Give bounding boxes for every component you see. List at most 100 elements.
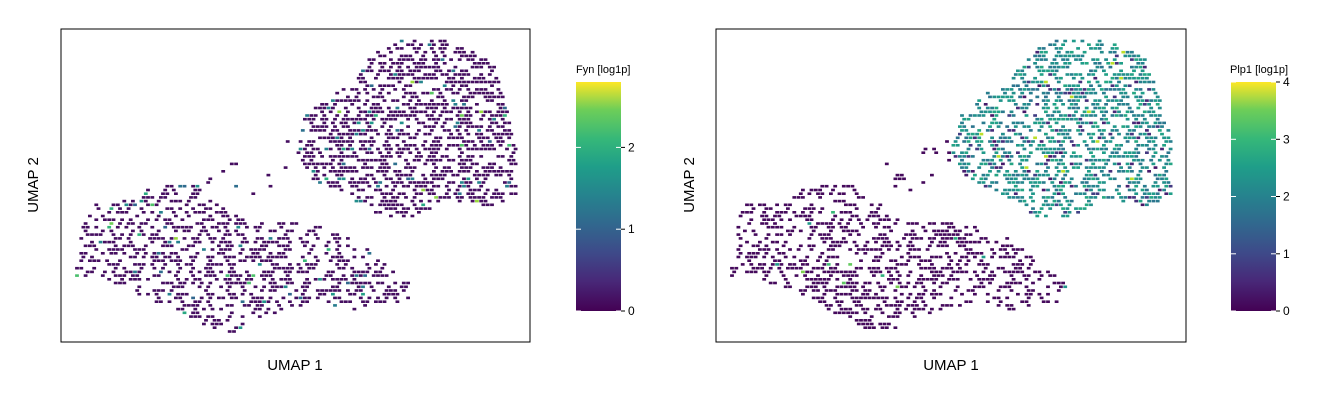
scatter-point	[1001, 266, 1005, 270]
scatter-point	[1056, 162, 1061, 166]
scatter-point	[1048, 155, 1053, 158]
scatter-point	[953, 155, 958, 158]
scatter-point	[891, 278, 896, 281]
scatter-point	[1011, 307, 1016, 311]
scatter-point	[1044, 103, 1048, 106]
scatter-point	[365, 151, 370, 154]
scatter-point	[1041, 91, 1046, 95]
scatter-point	[341, 266, 346, 270]
scatter-point	[850, 274, 855, 277]
scatter-point	[1149, 196, 1154, 199]
scatter-point	[507, 121, 512, 125]
scatter-point	[792, 263, 797, 266]
scatter-point	[1052, 110, 1057, 114]
scatter-point	[300, 300, 305, 303]
scatter-point	[174, 274, 178, 277]
scatter-point	[1157, 99, 1162, 102]
scatter-point	[878, 203, 883, 207]
scatter-point	[513, 147, 518, 151]
scatter-point	[1001, 155, 1005, 158]
scatter-point	[371, 289, 376, 292]
scatter-point	[1067, 62, 1072, 65]
scatter-point	[934, 278, 939, 281]
scatter-point	[854, 229, 859, 233]
scatter-point	[498, 136, 503, 140]
scatter-point	[798, 214, 803, 218]
scatter-point	[242, 222, 247, 225]
scatter-point	[339, 188, 344, 192]
scatter-point	[1039, 117, 1044, 121]
scatter-point	[165, 192, 170, 195]
scatter-point	[936, 274, 941, 277]
scatter-point	[176, 285, 180, 289]
scatter-point	[174, 199, 178, 203]
scatter-point	[1108, 140, 1113, 143]
scatter-point	[1018, 132, 1022, 136]
scatter-point	[1117, 147, 1121, 151]
scatter-point	[1138, 58, 1143, 61]
scatter-point	[391, 76, 395, 80]
scatter-point	[374, 114, 378, 117]
scatter-point	[1052, 140, 1057, 143]
scatter-point	[878, 322, 883, 326]
scatter-point	[1089, 114, 1093, 117]
scatter-point	[1052, 117, 1057, 121]
scatter-point	[820, 237, 825, 240]
scatter-point	[266, 270, 271, 274]
scatter-point	[414, 110, 419, 114]
scatter-point	[393, 110, 398, 114]
scatter-point	[994, 114, 999, 117]
scatter-point	[1039, 125, 1044, 128]
scatter-point	[798, 266, 803, 270]
scatter-point	[966, 162, 971, 166]
scatter-point	[981, 255, 986, 259]
scatter-point	[90, 240, 94, 244]
scatter-point	[792, 225, 797, 229]
scatter-point	[225, 289, 230, 292]
scatter-point	[350, 103, 355, 106]
scatter-point	[442, 106, 447, 110]
scatter-point	[1007, 307, 1012, 311]
scatter-point	[1147, 110, 1151, 114]
scatter-point	[878, 233, 883, 236]
scatter-point	[412, 181, 417, 184]
scatter-point	[1011, 173, 1016, 177]
scatter-point	[262, 285, 266, 289]
scatter-point	[281, 222, 286, 225]
scatter-point	[111, 240, 116, 244]
scatter-point	[910, 229, 915, 233]
scatter-point	[447, 158, 451, 162]
scatter-point	[298, 304, 303, 307]
scatter-point	[442, 99, 447, 102]
scatter-point	[341, 88, 346, 91]
scatter-point	[455, 196, 460, 199]
scatter-point	[487, 117, 492, 121]
scatter-point	[354, 132, 359, 136]
scatter-point	[1011, 181, 1016, 184]
scatter-point	[451, 84, 456, 87]
scatter-point	[464, 158, 469, 162]
scatter-point	[475, 170, 479, 173]
scatter-point	[1119, 91, 1123, 95]
scatter-point	[1074, 95, 1078, 99]
scatter-point	[1162, 181, 1166, 184]
scatter-point	[983, 162, 988, 166]
scatter-point	[466, 73, 471, 76]
scatter-point	[391, 99, 395, 102]
scatter-point	[983, 110, 988, 114]
scatter-point	[169, 289, 174, 292]
scatter-point	[841, 192, 846, 195]
scatter-point	[1155, 199, 1160, 203]
scatter-point	[736, 255, 741, 259]
scatter-point	[135, 289, 140, 292]
scatter-point	[245, 225, 249, 229]
scatter-point	[1048, 147, 1053, 151]
scatter-point	[1097, 39, 1102, 43]
scatter-point	[358, 274, 363, 277]
scatter-point	[962, 244, 967, 248]
scatter-point	[981, 173, 986, 177]
scatter-point	[1011, 91, 1016, 95]
scatter-point	[111, 233, 116, 236]
scatter-point	[1067, 84, 1072, 87]
scatter-point	[417, 47, 421, 50]
